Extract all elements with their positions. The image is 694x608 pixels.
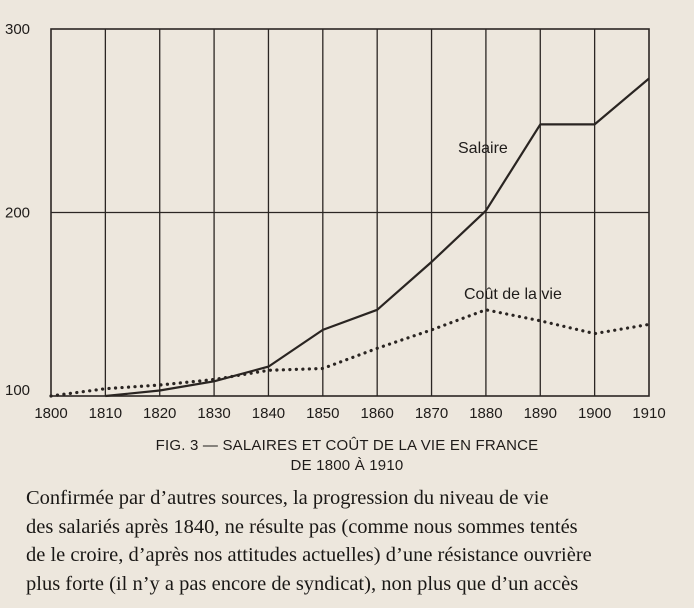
body-line: plus forte (il n’y a pas encore de syndi… [26,572,579,595]
chart-grid [51,29,649,396]
series-line-cout-de-la-vie [49,308,651,398]
body-paragraph: Confirmée par d’autres sources, la progr… [26,484,676,598]
series-label-salaire: Salaire [458,140,508,157]
y-tick-labels: 100 200 300 [5,21,30,399]
y-tick-label: 200 [5,205,30,222]
body-line: des salariés après 1840, ne résulte pas … [26,515,578,538]
chart-title: FIG. 3 — SALAIRES ET COÛT DE LA VIE EN F… [155,437,539,454]
x-tick-label: 1860 [360,405,393,422]
y-tick-label: 300 [5,21,30,38]
chart-subtitle: DE 1800 À 1910 [290,457,404,474]
plot-frame [50,28,650,397]
x-tick-label: 1890 [524,405,557,422]
x-tick-label: 1830 [197,405,230,422]
body-line: Confirmée par d’autres sources, la progr… [26,487,549,509]
series-label-cout-de-la-vie: Coût de la vie [464,286,562,303]
series-labels: Salaire Coût de la vie [458,140,562,303]
x-tick-label: 1910 [632,405,665,422]
chart-series [49,77,651,398]
x-tick-label: 1820 [143,405,176,422]
series-line-salaire [105,77,650,398]
x-tick-label: 1800 [34,405,67,422]
body-line: de le croire, d’après nos attitudes actu… [26,544,592,566]
x-tick-label: 1900 [578,405,611,422]
x-tick-label: 1880 [469,405,502,422]
chart-axes [50,28,650,397]
y-tick-label: 100 [5,382,30,399]
x-tick-labels: 1800 1810 1820 1830 1840 1850 1860 1870 1880 1890… [34,405,665,422]
x-tick-label: 1810 [89,405,122,422]
x-tick-label: 1870 [415,405,448,422]
x-tick-label: 1840 [252,405,285,422]
x-tick-label: 1850 [306,405,339,422]
